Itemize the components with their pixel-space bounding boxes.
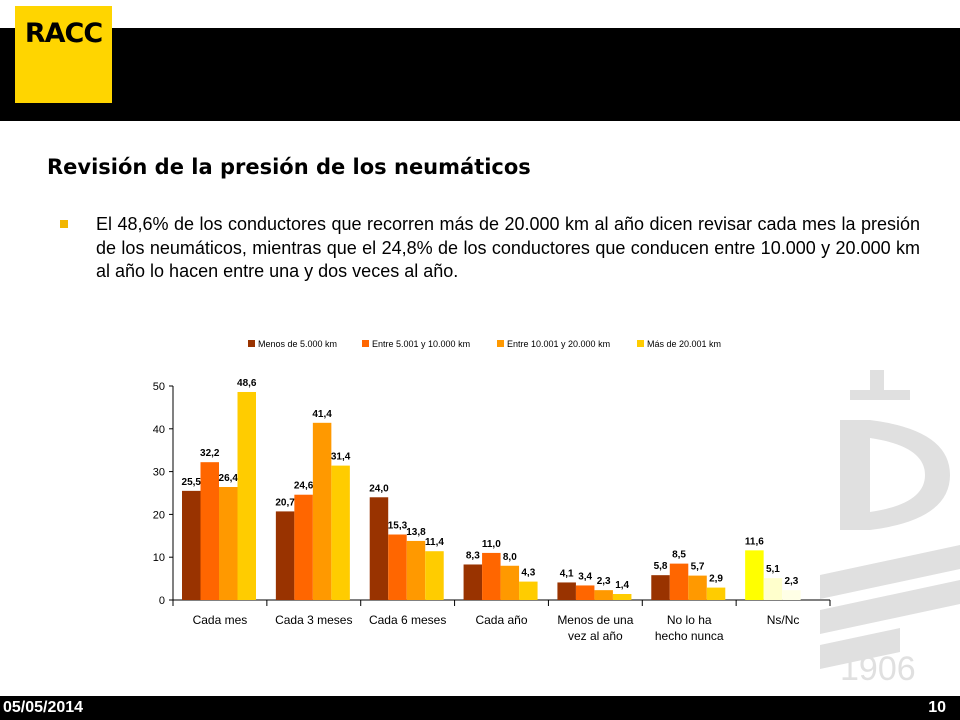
data-label: 15,3 <box>388 521 408 532</box>
y-tick-label: 10 <box>153 552 165 564</box>
data-label: 24,0 <box>369 483 389 494</box>
bar <box>463 564 483 600</box>
bar <box>651 575 670 600</box>
data-label: 3,4 <box>578 571 592 582</box>
data-label: 26,4 <box>219 473 239 484</box>
bar <box>482 552 501 600</box>
page-number: 10 <box>928 699 946 716</box>
square-bullet-icon <box>60 220 68 228</box>
x-category-label: Cada 3 meses <box>275 613 352 627</box>
x-category-label: Cada año <box>475 613 527 627</box>
y-tick-label: 0 <box>159 595 165 607</box>
x-category-label: vez al año <box>568 629 623 643</box>
data-label: 11,0 <box>482 539 501 550</box>
bar <box>706 587 726 600</box>
bullet-text: El 48,6% de los conductores que recorren… <box>96 214 920 281</box>
legend-label: Más de 20.001 km <box>647 339 721 349</box>
x-category-label: Cada mes <box>193 613 248 627</box>
bar <box>519 581 538 600</box>
bar <box>557 582 576 600</box>
x-category-label: Menos de una <box>557 613 633 627</box>
bar <box>275 511 295 600</box>
watermark-year: 1906 <box>840 650 916 688</box>
y-tick-label: 30 <box>153 467 165 479</box>
bar <box>500 565 520 600</box>
data-label: 20,7 <box>275 497 295 508</box>
bar <box>745 550 764 600</box>
bar <box>388 534 407 600</box>
legend-swatch <box>248 340 255 347</box>
x-category-label: Cada 6 meses <box>369 613 446 627</box>
data-label: 48,6 <box>237 378 257 389</box>
data-label: 1,4 <box>615 580 629 591</box>
data-label: 8,0 <box>503 552 517 563</box>
y-tick-label: 40 <box>153 424 165 436</box>
x-category-label: hecho nunca <box>655 629 724 643</box>
bar <box>763 578 783 600</box>
bar <box>669 563 689 600</box>
legend-label: Menos de 5.000 km <box>258 339 337 349</box>
legend-label: Entre 10.001 y 20.000 km <box>507 339 610 349</box>
data-label: 5,1 <box>766 564 780 575</box>
bar <box>425 551 444 600</box>
bar <box>312 422 332 600</box>
y-tick-label: 20 <box>153 509 165 521</box>
x-category-label: Ns/Nc <box>767 613 800 627</box>
racc-logo: RACC <box>15 6 112 103</box>
y-tick-label: 50 <box>153 381 165 393</box>
bar <box>594 590 613 600</box>
bullet-point: El 48,6% de los conductores que recorren… <box>60 213 920 284</box>
data-label: 2,3 <box>784 576 798 587</box>
bar <box>782 590 801 600</box>
data-label: 24,6 <box>294 481 314 492</box>
legend-swatch <box>497 340 504 347</box>
bar <box>575 585 595 600</box>
legend-swatch <box>637 340 644 347</box>
data-label: 5,7 <box>691 562 705 573</box>
bar <box>219 487 238 600</box>
bar <box>200 462 219 600</box>
data-label: 25,5 <box>182 477 202 488</box>
data-label: 8,5 <box>672 550 686 561</box>
bar <box>331 465 350 600</box>
bar <box>294 494 313 600</box>
bar <box>237 391 256 600</box>
data-label: 11,4 <box>425 537 444 548</box>
data-label: 5,8 <box>654 561 668 572</box>
data-label: 13,8 <box>406 527 426 538</box>
page-title: Revisión de la presión de los neumáticos <box>47 155 531 179</box>
data-label: 41,4 <box>312 409 332 420</box>
data-label: 2,9 <box>709 574 723 585</box>
data-label: 31,4 <box>331 452 351 463</box>
data-label: 8,3 <box>466 550 480 561</box>
header-bar <box>0 28 960 121</box>
logo-text: RACC <box>24 18 103 49</box>
racc-watermark: 1906 <box>820 370 960 688</box>
bar <box>369 497 389 600</box>
bar <box>406 540 426 600</box>
x-category-label: No lo ha <box>667 613 712 627</box>
footer-bar: 05/05/2014 10 <box>0 696 960 720</box>
data-label: 11,6 <box>745 536 764 547</box>
bar <box>688 575 707 600</box>
data-label: 4,1 <box>560 568 574 579</box>
data-label: 2,3 <box>597 576 611 587</box>
footer-date: 05/05/2014 <box>3 699 84 716</box>
legend-swatch <box>362 340 369 347</box>
data-label: 32,2 <box>200 448 220 459</box>
legend-label: Entre 5.001 y 10.000 km <box>372 339 470 349</box>
data-label: 4,3 <box>521 568 535 579</box>
bar <box>182 490 201 600</box>
bar <box>612 594 632 600</box>
